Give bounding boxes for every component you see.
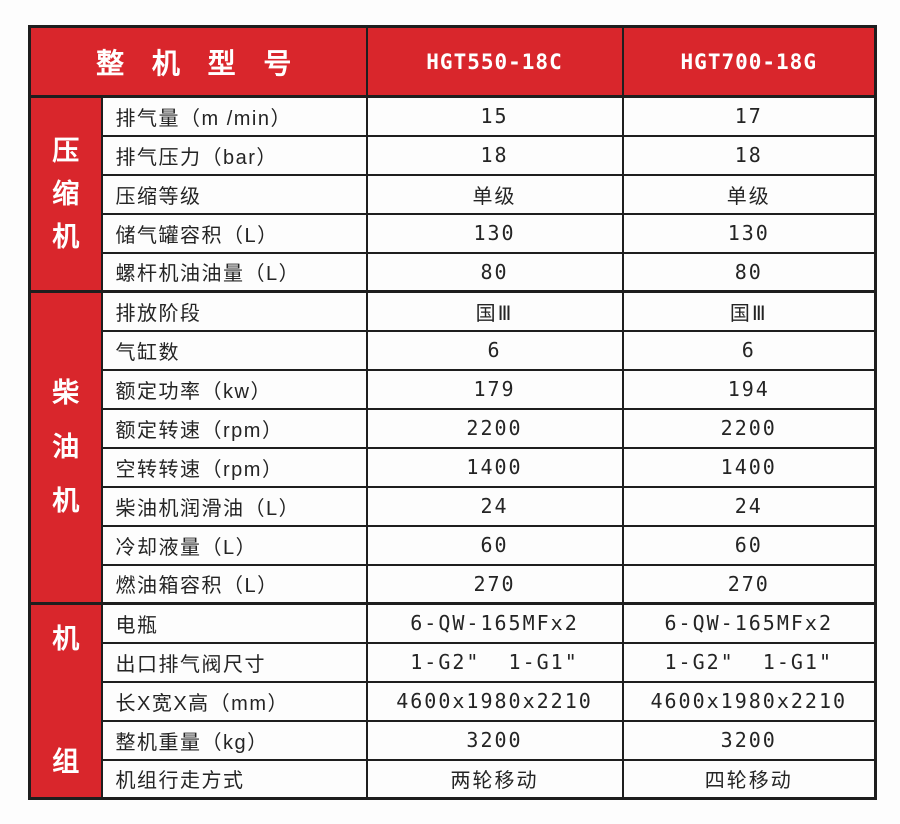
spec-value-model-1: 18 xyxy=(365,134,624,176)
spec-value-model-2: 单级 xyxy=(621,173,877,215)
table-row: 机组电瓶 6-QW-165MFx2 6-QW-165MFx2 xyxy=(28,602,877,800)
group-label-char: 机 xyxy=(52,221,80,252)
spec-label: 机组行走方式 xyxy=(100,758,368,800)
spec-value-model-2: 6 xyxy=(621,329,877,371)
table-row: 燃油箱容积（L） 270 270 xyxy=(30,563,877,605)
group-label: 柴油机 xyxy=(32,378,100,516)
table-row: 机组行走方式 两轮移动 四轮移动 xyxy=(30,758,877,800)
table-row: 额定功率（kw） 179 194 xyxy=(30,368,877,410)
group-label-cell: 压缩机 xyxy=(28,95,103,293)
spec-label: 电瓶 xyxy=(100,602,368,644)
spec-value-model-1: 4600x1980x2210 xyxy=(365,680,624,722)
group-label-char: 柴 xyxy=(52,378,80,408)
spec-label: 出口排气阀尺寸 xyxy=(100,641,368,683)
spec-value-model-2: 2200 xyxy=(621,407,877,449)
spec-value-model-1: 130 xyxy=(365,212,624,254)
spec-value-model-1: 270 xyxy=(365,563,624,605)
table-row: 螺杆机油油量（L） 80 80 xyxy=(30,251,877,293)
spec-label: 螺杆机油油量（L） xyxy=(100,251,368,293)
table-title-cell: 整 机 型 号 xyxy=(28,25,368,98)
spec-value-model-2: 3200 xyxy=(621,719,877,761)
spec-label: 排气量（m /min） xyxy=(100,95,368,137)
spec-value-model-2: 17 xyxy=(621,95,877,137)
spec-value-model-1: 3200 xyxy=(365,719,624,761)
group-label-char: 机 xyxy=(52,624,80,654)
spec-value-model-1: 国Ⅲ xyxy=(365,290,624,332)
group-label-char: 压 xyxy=(52,135,80,166)
spec-label: 排放阶段 xyxy=(100,290,368,332)
table-row: 柴油机排放阶段 国Ⅲ 国Ⅲ xyxy=(28,290,877,605)
spec-label: 额定转速（rpm） xyxy=(100,407,368,449)
table-row: 整机重量（kg） 3200 3200 xyxy=(30,719,877,761)
spec-value-model-1: 24 xyxy=(365,485,624,527)
spec-label: 排气压力（bar） xyxy=(100,134,368,176)
spec-label: 整机重量（kg） xyxy=(100,719,368,761)
spec-value-model-1: 179 xyxy=(365,368,624,410)
spec-value-model-2: 80 xyxy=(621,251,877,293)
group-label: 机组 xyxy=(32,624,100,777)
spec-value-model-1: 1400 xyxy=(365,446,624,488)
spec-label: 气缸数 xyxy=(100,329,368,371)
spec-value-model-1: 60 xyxy=(365,524,624,566)
spec-value-model-2: 130 xyxy=(621,212,877,254)
spec-value-model-2: 4600x1980x2210 xyxy=(621,680,877,722)
table-row: 排气压力（bar） 18 18 xyxy=(30,134,877,176)
spec-label: 燃油箱容积（L） xyxy=(100,563,368,605)
spec-value-model-1: 1-G2" 1-G1" xyxy=(365,641,624,683)
spec-value-model-1: 80 xyxy=(365,251,624,293)
spec-value-model-2: 1400 xyxy=(621,446,877,488)
spec-value-model-2: 18 xyxy=(621,134,877,176)
spec-value-model-1: 15 xyxy=(365,95,624,137)
spec-label: 压缩等级 xyxy=(100,173,368,215)
table-row: 出口排气阀尺寸 1-G2" 1-G1" 1-G2" 1-G1" xyxy=(30,641,877,683)
spec-label: 长X宽X高（mm） xyxy=(100,680,368,722)
spec-value-model-1: 6-QW-165MFx2 xyxy=(365,602,624,644)
group-label-char: 缩 xyxy=(52,178,80,209)
group-label: 压缩机 xyxy=(32,135,100,252)
spec-label: 冷却液量（L） xyxy=(100,524,368,566)
spec-value-model-1: 单级 xyxy=(365,173,624,215)
model-name-2: HGT700-18G xyxy=(680,49,817,74)
group-label-cell: 柴油机 xyxy=(28,290,103,605)
group-label-char: 组 xyxy=(52,747,80,777)
spec-value-model-2: 四轮移动 xyxy=(621,758,877,800)
header-row: 整 机 型 号 HGT550-18C HGT700-18G xyxy=(28,25,877,98)
spec-label: 额定功率（kw） xyxy=(100,368,368,410)
spec-label: 空转转速（rpm） xyxy=(100,446,368,488)
table-row: 储气罐容积（L） 130 130 xyxy=(30,212,877,254)
spec-value-model-2: 24 xyxy=(621,485,877,527)
spec-value-model-2: 194 xyxy=(621,368,877,410)
group-label-char: 油 xyxy=(52,432,80,462)
spec-table-body: 压缩机排气量（m /min） 15 17 排气压力（bar） 18 18 压缩等级 单级 单级储… xyxy=(28,95,877,800)
spec-value-model-2: 1-G2" 1-G1" xyxy=(621,641,877,683)
spec-value-model-1: 6 xyxy=(365,329,624,371)
model-name-1: HGT550-18C xyxy=(426,49,563,74)
spec-value-model-2: 270 xyxy=(621,563,877,605)
spec-table: 整 机 型 号 HGT550-18C HGT700-18G 压缩机排气量（m /… xyxy=(28,25,877,800)
table-row: 额定转速（rpm） 2200 2200 xyxy=(30,407,877,449)
group-label-cell: 机组 xyxy=(28,602,103,800)
spec-label: 储气罐容积（L） xyxy=(100,212,368,254)
model-column-header-1: HGT550-18C xyxy=(365,25,624,98)
table-row: 柴油机润滑油（L） 24 24 xyxy=(30,485,877,527)
group-label-char: 机 xyxy=(52,486,80,516)
spec-label: 柴油机润滑油（L） xyxy=(100,485,368,527)
table-row: 冷却液量（L） 60 60 xyxy=(30,524,877,566)
model-column-header-2: HGT700-18G xyxy=(621,25,877,98)
spec-value-model-1: 两轮移动 xyxy=(365,758,624,800)
table-title: 整 机 型 号 xyxy=(96,47,301,79)
spec-value-model-2: 6-QW-165MFx2 xyxy=(621,602,877,644)
spec-table-header: 整 机 型 号 HGT550-18C HGT700-18G xyxy=(28,25,877,98)
table-row: 气缸数 6 6 xyxy=(30,329,877,371)
table-row: 压缩机排气量（m /min） 15 17 xyxy=(28,95,877,293)
table-row: 长X宽X高（mm） 4600x1980x2210 4600x1980x2210 xyxy=(30,680,877,722)
table-row: 空转转速（rpm） 1400 1400 xyxy=(30,446,877,488)
spec-value-model-2: 60 xyxy=(621,524,877,566)
table-row: 压缩等级 单级 单级 xyxy=(30,173,877,215)
spec-value-model-2: 国Ⅲ xyxy=(621,290,877,332)
spec-value-model-1: 2200 xyxy=(365,407,624,449)
